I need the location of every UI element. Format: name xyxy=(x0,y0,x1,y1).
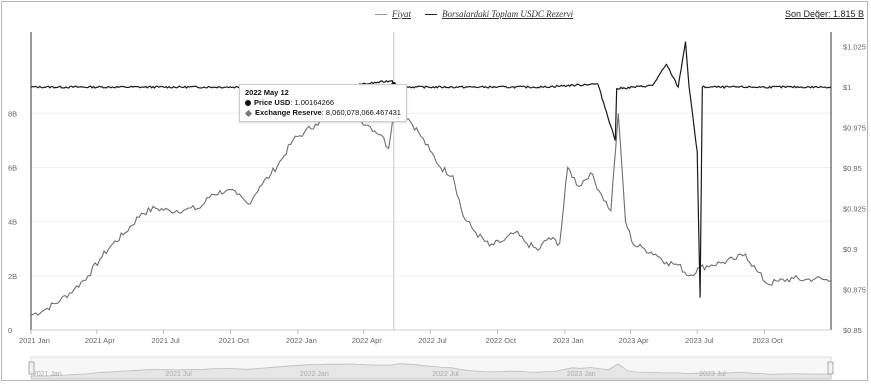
tooltip-price-marker xyxy=(245,100,251,107)
y-right-tick-label: $0.85 xyxy=(843,326,862,335)
y-left-tick-label: 8B xyxy=(8,109,17,118)
x-tick-label: 2023 Apr xyxy=(619,336,650,345)
y-left-tick-label: 4B xyxy=(8,218,17,227)
legend-swatch-price xyxy=(375,13,387,15)
tooltip-date: 2022 May 12 xyxy=(245,88,289,97)
y-right-tick-label: $0.975 xyxy=(843,124,866,133)
y-right-tick-label: $1.025 xyxy=(843,43,866,52)
x-tick-label: 2023 Jul xyxy=(685,336,714,345)
x-tick-label: 2021 Jul xyxy=(151,336,180,345)
y-right-tick-label: $0.875 xyxy=(843,286,866,295)
latest-value[interactable]: Son Değer: 1.815 B xyxy=(784,9,864,19)
x-tick-label: 2022 Oct xyxy=(486,336,517,345)
x-tick-label: 2023 Jan xyxy=(553,336,584,345)
tooltip-price-row: Price USD: 1.00164266 xyxy=(245,98,401,108)
grid-layer xyxy=(31,32,831,331)
tooltip-reserve-marker xyxy=(244,109,253,117)
navigator-handle-left[interactable] xyxy=(28,361,35,375)
series-layer xyxy=(30,41,832,316)
legend-item-reserve[interactable]: Borsalardaki Toplam USDC Rezervi xyxy=(425,9,573,19)
tooltip-reserve-row: Exchange Reserve: 8,060,078,066.467431 xyxy=(244,108,401,118)
tooltip-reserve-label: Exchange Reserve xyxy=(255,108,322,117)
x-tick-label: 2021 Oct xyxy=(219,336,250,345)
tooltip-price-label: Price USD xyxy=(254,98,291,107)
y-right-tick-label: $0.925 xyxy=(843,205,866,214)
navigator-label: 2023 Jul xyxy=(699,371,726,378)
navigator-label: 2021 Jan xyxy=(33,371,62,378)
x-tick-label: 2022 Jan xyxy=(286,336,317,345)
navigator-label: 2022 Jul xyxy=(432,371,459,378)
tooltip-reserve-value: 8,060,078,066.467431 xyxy=(325,108,401,117)
x-tick-label: 2021 Jan xyxy=(19,336,50,345)
navigator-handle-right[interactable] xyxy=(827,361,834,375)
x-tick-label: 2021 Apr xyxy=(85,336,116,345)
navigator-layer: 2021 Jan 2021 Jul 2022 Jan 2022 Jul 2023 Jan… xyxy=(28,356,834,380)
navigator-series xyxy=(30,363,832,380)
y-right-tick-label: $1 xyxy=(843,83,851,92)
legend-item-price[interactable]: Fiyat xyxy=(375,9,411,19)
y-left-tick-label: 0 xyxy=(8,326,12,335)
legend: Fiyat Borsalardaki Toplam USDC Rezervi xyxy=(375,9,573,19)
tooltip-price-value: 1.00164266 xyxy=(294,98,335,107)
legend-label-reserve: Borsalardaki Toplam USDC Rezervi xyxy=(442,9,574,19)
legend-label-price: Fiyat xyxy=(392,9,411,19)
navigator-label: 2021 Jul xyxy=(165,371,192,378)
navigator-label: 2022 Jan xyxy=(300,371,329,378)
y-right-tick-label: $0.9 xyxy=(843,245,858,254)
tooltip: 2022 May 12 Price USD: 1.00164266 Exchan… xyxy=(239,84,407,122)
series-line-reserve xyxy=(30,109,832,316)
legend-swatch-reserve xyxy=(425,13,437,15)
x-tick-label: 2022 Jul xyxy=(418,336,447,345)
y-left-tick-label: 6B xyxy=(8,163,17,172)
x-tick-label: 2022 Apr xyxy=(352,336,383,345)
navigator-label: 2023 Jan xyxy=(567,371,596,378)
x-tick-label: 2023 Oct xyxy=(752,336,783,345)
axis-layer: 0 2B 4B 6B 8B $0.85 $0.875 $0.9 $0.925 $0.95 $0.97… xyxy=(8,32,866,345)
series-line-price xyxy=(30,41,832,298)
y-left-tick-label: 2B xyxy=(8,272,17,281)
y-right-tick-label: $0.95 xyxy=(843,164,862,173)
